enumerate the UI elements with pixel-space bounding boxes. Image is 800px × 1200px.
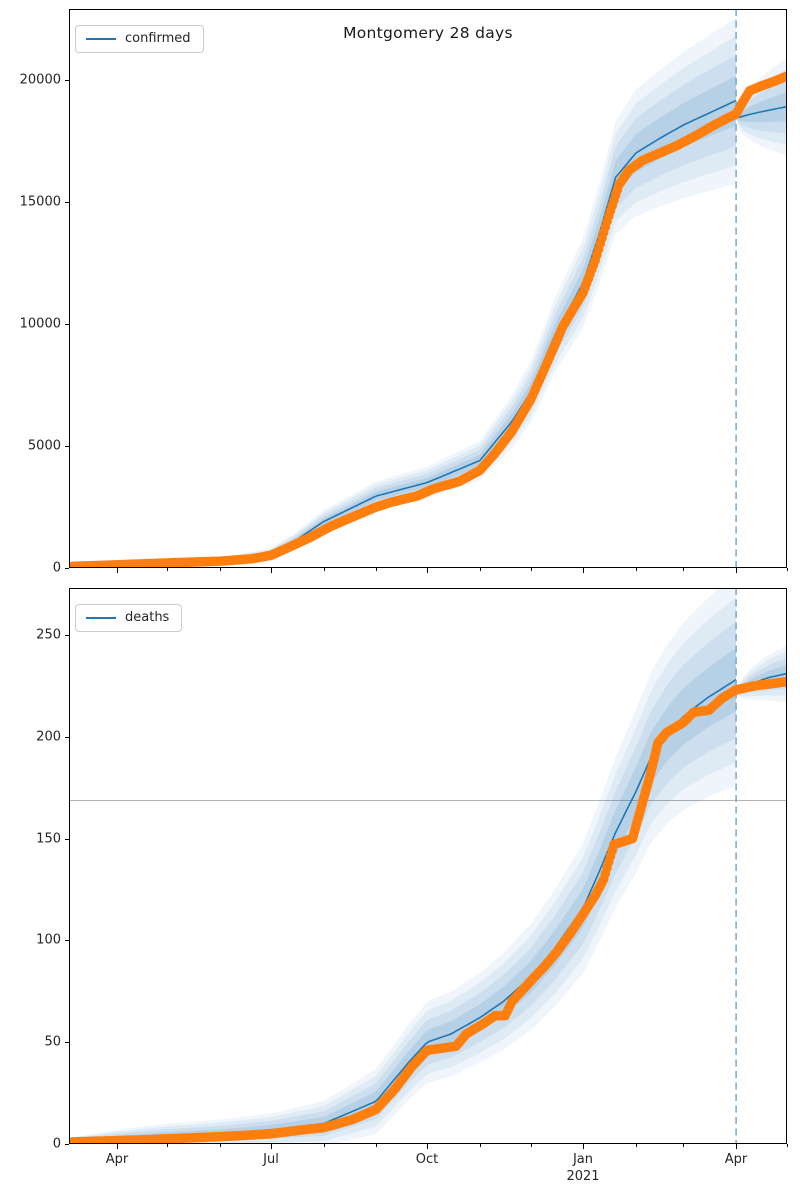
legend-label-deaths: deaths <box>125 610 170 625</box>
deaths-forecast-bands <box>736 645 787 703</box>
confirmed-axes-border <box>69 9 787 568</box>
deaths-observed-points <box>69 676 787 1144</box>
confirmed-tick-marks <box>65 80 788 573</box>
legend-line-icon <box>86 616 116 619</box>
confirmed-gridlines <box>69 800 787 801</box>
y-tick-label: 0 <box>52 560 61 576</box>
x-tick-label: Apr <box>105 1152 129 1167</box>
confirmed-forecast-bands <box>736 57 787 156</box>
confirmed-uncertainty-bands <box>69 17 737 567</box>
x-tick-label: Jan <box>572 1152 594 1167</box>
legend-confirmed: confirmed <box>75 25 204 53</box>
deaths-tick-marks <box>65 635 788 1149</box>
y-tick-label: 100 <box>36 932 61 948</box>
y-tick-label: 0 <box>52 1136 61 1152</box>
legend-line-icon <box>86 37 116 40</box>
x-axis-year-label: 2021 <box>566 1169 600 1184</box>
confirmed-observed-points <box>69 71 787 568</box>
y-tick-label: 20000 <box>19 72 61 88</box>
confirmed-forecast-line <box>735 105 787 119</box>
y-tick-label: 15000 <box>19 194 61 210</box>
deaths-uncertainty-bands <box>69 588 737 1144</box>
y-tick-label: 150 <box>36 831 61 847</box>
x-tick-label: Apr <box>724 1152 748 1167</box>
legend-label-confirmed: confirmed <box>125 31 191 46</box>
legend-deaths: deaths <box>75 604 183 632</box>
x-tick-label: Jul <box>263 1152 279 1167</box>
deaths-axes-border <box>69 588 787 1144</box>
y-tick-label: 200 <box>36 729 61 745</box>
figure-title: Montgomery 28 days <box>343 24 513 42</box>
y-tick-label: 50 <box>44 1034 61 1050</box>
x-tick-label: Oct <box>415 1152 439 1167</box>
y-tick-label: 5000 <box>27 438 61 454</box>
y-tick-label: 10000 <box>19 316 61 332</box>
y-tick-label: 250 <box>36 627 61 643</box>
